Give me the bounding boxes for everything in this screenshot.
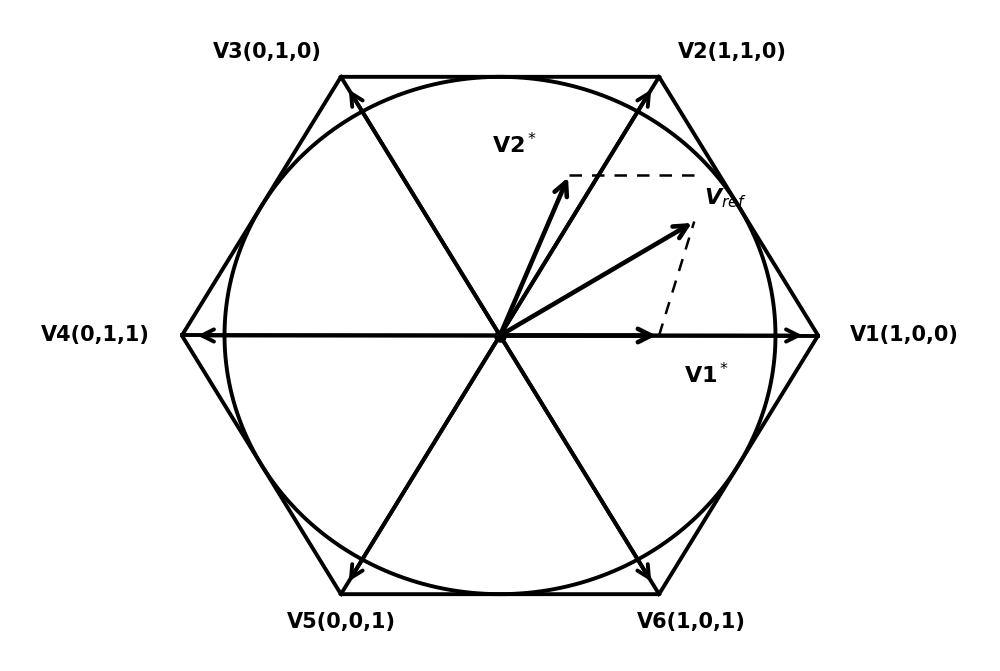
Text: V6(1,0,1): V6(1,0,1) — [636, 612, 745, 632]
Text: V$_{ref}$: V$_{ref}$ — [704, 186, 747, 209]
Text: V2$^*$: V2$^*$ — [492, 132, 537, 157]
Text: V1(1,0,0): V1(1,0,0) — [850, 325, 959, 346]
Text: V2(1,1,0): V2(1,1,0) — [678, 42, 787, 62]
Text: V1$^*$: V1$^*$ — [684, 362, 730, 388]
Text: V4(0,1,1): V4(0,1,1) — [41, 325, 150, 346]
Text: V5(0,0,1): V5(0,0,1) — [286, 612, 395, 632]
Text: V3(0,1,0): V3(0,1,0) — [213, 42, 322, 62]
